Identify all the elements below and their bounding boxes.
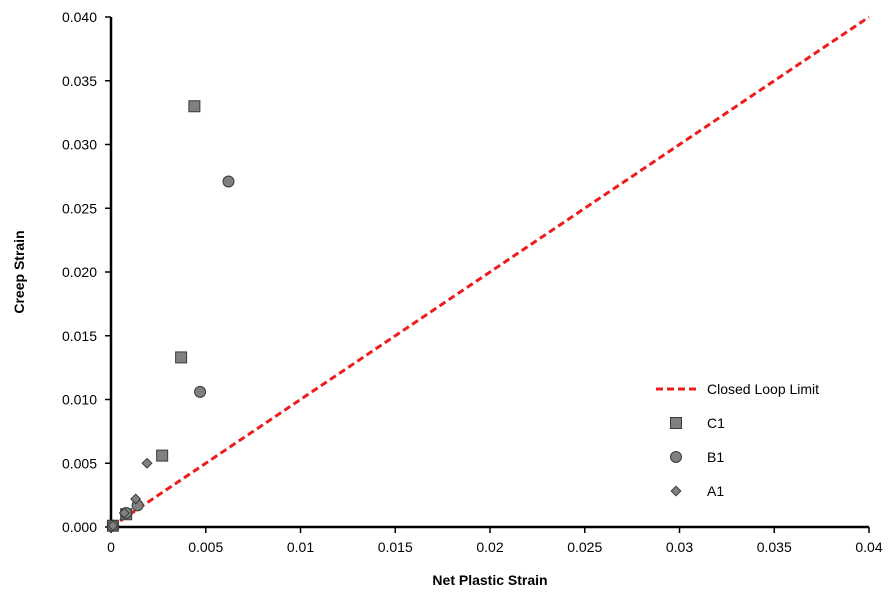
legend-label: C1 [707,415,725,431]
legend-entry: Closed Loop Limit [656,381,819,397]
data-point-c1 [188,100,201,113]
series-b1 [106,175,235,532]
y-tick-label: 0.040 [62,9,97,25]
data-point-a1 [118,507,130,519]
y-tick-label: 0.020 [62,264,97,280]
x-tick-label: 0.005 [188,539,223,555]
x-axis-title: Net Plastic Strain [432,572,547,588]
y-tick-label: 0.010 [62,392,97,408]
data-point-c1 [175,351,188,364]
legend-label: B1 [707,449,724,465]
tick-marks: 0 0.005 0.01 0.015 0.02 0.025 0.03 0.035 0.04 0.0… [62,9,883,555]
y-tick-label: 0.005 [62,455,97,471]
data-point-a1 [141,457,153,469]
legend-entry: A1 [670,483,724,499]
legend: Closed Loop Limit C1 B1 A1 [656,381,819,499]
data-point-c1 [156,449,169,462]
x-tick-label: 0.025 [567,539,602,555]
x-tick-label: 0.03 [666,539,693,555]
legend-entry: B1 [670,449,724,465]
x-tick-label: 0.04 [855,539,882,555]
y-axis-title: Creep Strain [11,230,27,313]
x-tick-label: 0.015 [378,539,413,555]
legend-entry: C1 [670,415,725,431]
y-tick-label: 0.030 [62,137,97,153]
x-tick-label: 0.02 [476,539,503,555]
x-tick-label: 0 [107,539,115,555]
closed-loop-limit-line [110,15,870,529]
x-tick-label: 0.035 [757,539,792,555]
y-tick-label: 0.025 [62,200,97,216]
legend-marker-swatch [670,451,682,463]
series-a1 [107,457,153,532]
legend-label: A1 [707,483,724,499]
legend-label: Closed Loop Limit [707,381,819,397]
y-tick-label: 0.035 [62,73,97,89]
legend-marker-swatch [670,485,682,497]
x-tick-label: 0.01 [287,539,314,555]
series-c1 [106,100,201,532]
legend-marker-swatch [670,417,682,429]
data-point-a1 [107,520,119,532]
data-point-a1 [130,493,142,505]
data-point-b1 [222,175,235,188]
series-closed-loop-limit [110,15,870,529]
data-series [106,15,870,532]
y-tick-label: 0.000 [62,519,97,535]
data-point-b1 [194,385,207,398]
y-tick-label: 0.015 [62,328,97,344]
